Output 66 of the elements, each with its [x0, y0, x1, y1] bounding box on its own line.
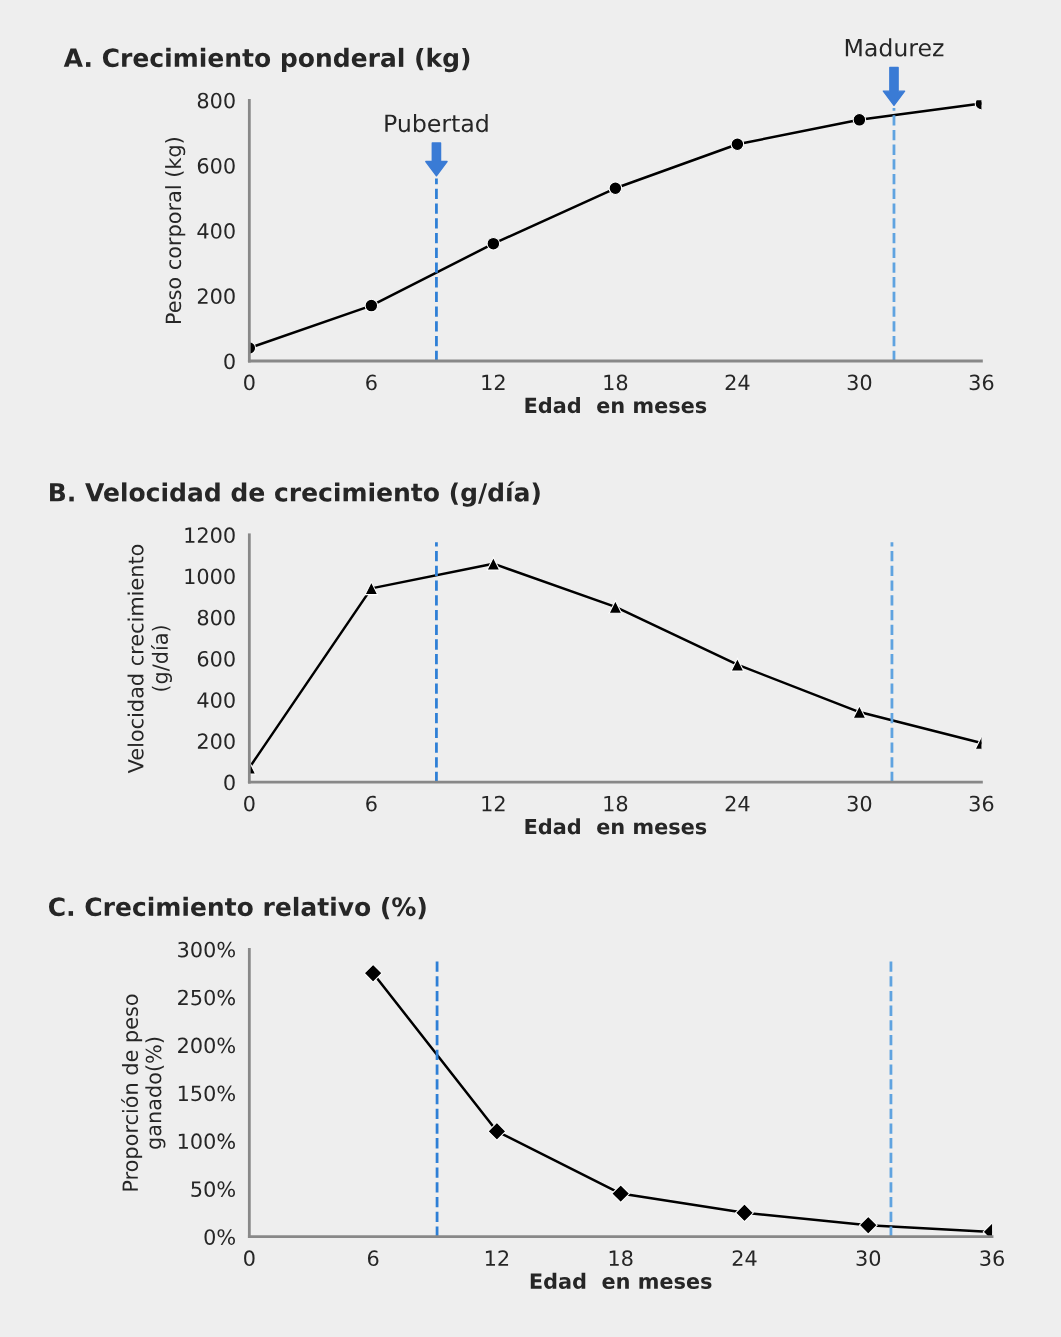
x-tick-label: 24 — [732, 1250, 757, 1266]
y-axis-title: Proporción de peso ganado(%) — [121, 994, 166, 1191]
point — [364, 298, 379, 313]
y-tick-label: 200 — [197, 288, 235, 305]
y-tick-label: 0% — [204, 1229, 235, 1245]
point — [735, 1203, 754, 1223]
y-tick-label: 800 — [197, 609, 235, 626]
y-tick-label: 600 — [197, 650, 235, 667]
y-tick-label: 300% — [178, 941, 235, 958]
point — [363, 963, 383, 983]
chart-title: A. Crecimiento ponderal (kg) — [63, 47, 470, 73]
x-tick-label: 0 — [244, 374, 255, 391]
point — [852, 113, 867, 127]
x-tick-label: 6 — [366, 795, 377, 812]
x-tick-label: 6 — [366, 374, 377, 391]
y-axis-title: Peso corporal (kg) — [165, 137, 186, 324]
y-tick-label: 150% — [178, 1085, 235, 1102]
y-tick-label: 0 — [224, 774, 235, 791]
x-tick-label: 30 — [856, 1250, 881, 1267]
x-tick-label: 18 — [604, 374, 628, 391]
x-tick-label: 24 — [725, 795, 750, 812]
point — [852, 705, 867, 719]
point — [730, 657, 745, 672]
y-tick-label: 200% — [178, 1037, 235, 1054]
point — [608, 181, 623, 196]
point — [486, 236, 501, 251]
x-axis-title: Edad en meses — [525, 818, 707, 835]
y-axis-title: Velocidad crecimiento (g/día) — [127, 544, 173, 774]
x-tick-label: 12 — [482, 374, 505, 391]
chart-title: C. Crecimiento relativo (%) — [48, 896, 426, 920]
point — [364, 581, 379, 596]
point — [858, 1215, 878, 1235]
x-tick-label: 36 — [980, 1250, 1004, 1267]
y-tick-label: 200 — [197, 733, 235, 750]
y-tick-label: 1200 — [185, 527, 235, 544]
y-tick-label: 250% — [178, 989, 235, 1006]
y-tick-label: 100% — [178, 1133, 235, 1150]
x-tick-label: 12 — [485, 1250, 509, 1266]
point — [487, 1121, 507, 1141]
ref-line-label: Madurez — [845, 38, 944, 57]
y-tick-label: 400 — [197, 223, 235, 239]
chart-title: B. Velocidad de crecimiento (g/día) — [50, 481, 540, 507]
x-axis-title: Edad en meses — [530, 1272, 712, 1289]
point — [608, 600, 623, 614]
y-tick-label: 400 — [197, 692, 235, 708]
x-tick-label: 18 — [609, 1250, 633, 1267]
ref-line-label: Pubertad — [385, 113, 488, 133]
x-axis-title: Edad en meses — [525, 397, 707, 414]
x-tick-label: 12 — [482, 795, 505, 812]
y-tick-label: 0 — [224, 353, 235, 370]
x-tick-label: 36 — [969, 374, 994, 391]
point — [486, 556, 501, 571]
x-tick-label: 30 — [847, 374, 872, 391]
x-tick-label: 18 — [604, 795, 628, 812]
x-tick-label: 0 — [244, 1250, 255, 1267]
y-tick-label: 800 — [197, 92, 235, 109]
y-tick-label: 600 — [197, 157, 235, 174]
x-tick-label: 36 — [969, 795, 994, 812]
y-tick-label: 50% — [191, 1181, 235, 1198]
x-tick-label: 0 — [244, 795, 255, 812]
x-tick-label: 30 — [847, 795, 872, 812]
y-tick-label: 1000 — [185, 568, 235, 585]
x-tick-label: 24 — [725, 374, 750, 391]
point — [730, 137, 745, 152]
point — [611, 1184, 631, 1203]
x-tick-label: 6 — [367, 1250, 379, 1267]
